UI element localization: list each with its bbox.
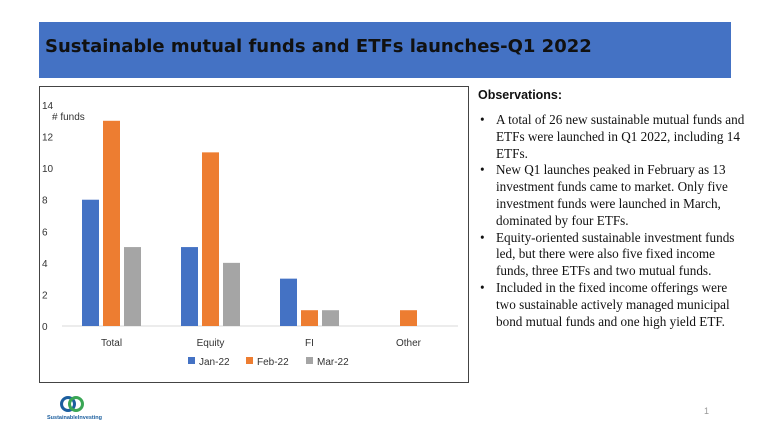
observation-item: • New Q1 launches peaked in February as 1… xyxy=(478,162,748,229)
bar-chart: 0 2 4 6 8 10 12 14# funds Total Equity FI Other Jan-… xyxy=(42,101,458,368)
logo-rings-icon xyxy=(60,396,84,412)
legend-label: Feb-22 xyxy=(257,357,289,368)
x-tick-label: Total xyxy=(101,338,122,349)
x-tick-label: Equity xyxy=(197,338,225,349)
observation-item: • Included in the fixed income offerings … xyxy=(478,280,748,330)
bullet-icon: • xyxy=(480,279,485,295)
slide-title: Sustainable mutual funds and ETFs launch… xyxy=(45,36,592,57)
bar-fi-jan-22 xyxy=(280,278,297,326)
legend-label: Mar-22 xyxy=(317,357,349,368)
bar-other-feb-22 xyxy=(400,310,417,326)
legend-swatch xyxy=(188,357,195,364)
observations-panel: Observations: • A total of 26 new sustain… xyxy=(478,88,748,330)
observation-item: • A total of 26 new sustainable mutual fu… xyxy=(478,112,748,162)
y-tick-label: 10 xyxy=(42,164,54,175)
x-tick-label: FI xyxy=(305,338,314,349)
observations-title: Observations: xyxy=(478,88,563,102)
logo-text: SustainableInvesting xyxy=(47,415,103,421)
x-tick-label: Other xyxy=(396,338,422,349)
bar-equity-mar-22 xyxy=(223,262,240,326)
observation-item: • Equity-oriented sustainable investment … xyxy=(478,230,748,280)
y-tick-label: 4 xyxy=(42,259,48,270)
bar-total-feb-22 xyxy=(103,120,120,327)
bar-total-mar-22 xyxy=(124,247,141,326)
y-tick-label: 8 xyxy=(42,196,48,207)
y-tick-label: 2 xyxy=(42,290,48,301)
chart-container: 0 2 4 6 8 10 12 14 # funds Total Equity FI Other Jan-… xyxy=(39,86,469,383)
observation-text: Included in the fixed income offerings w… xyxy=(496,279,730,329)
observation-text: Equity-oriented sustainable investment f… xyxy=(496,229,735,279)
bar-fi-mar-22 xyxy=(322,310,339,326)
legend-swatch xyxy=(306,357,313,364)
y-tick-label: 14 xyxy=(42,101,54,112)
sustainable-investing-logo: SustainableInvesting xyxy=(47,395,107,425)
bar-total-jan-22 xyxy=(82,199,99,326)
y-axis-label: # funds xyxy=(52,112,85,123)
bar-equity-feb-22 xyxy=(202,152,219,326)
bullet-icon: • xyxy=(480,229,485,245)
legend-label: Jan-22 xyxy=(199,357,230,368)
observation-text: A total of 26 new sustainable mutual fun… xyxy=(496,112,745,161)
y-tick-label: 12 xyxy=(42,133,54,144)
page-number: 1 xyxy=(704,406,710,416)
y-tick-label: 0 xyxy=(42,322,48,333)
bullet-icon: • xyxy=(480,162,485,178)
observations-list: • A total of 26 new sustainable mutual fu… xyxy=(478,112,748,330)
title-bar: Sustainable mutual funds and ETFs launch… xyxy=(39,22,731,78)
bar-equity-jan-22 xyxy=(181,247,198,326)
observation-text: New Q1 launches peaked in February as 13… xyxy=(496,162,728,228)
legend-swatch xyxy=(246,357,253,364)
bar-fi-feb-22 xyxy=(301,310,318,326)
bullet-icon: • xyxy=(480,112,485,127)
y-tick-label: 6 xyxy=(42,227,48,238)
